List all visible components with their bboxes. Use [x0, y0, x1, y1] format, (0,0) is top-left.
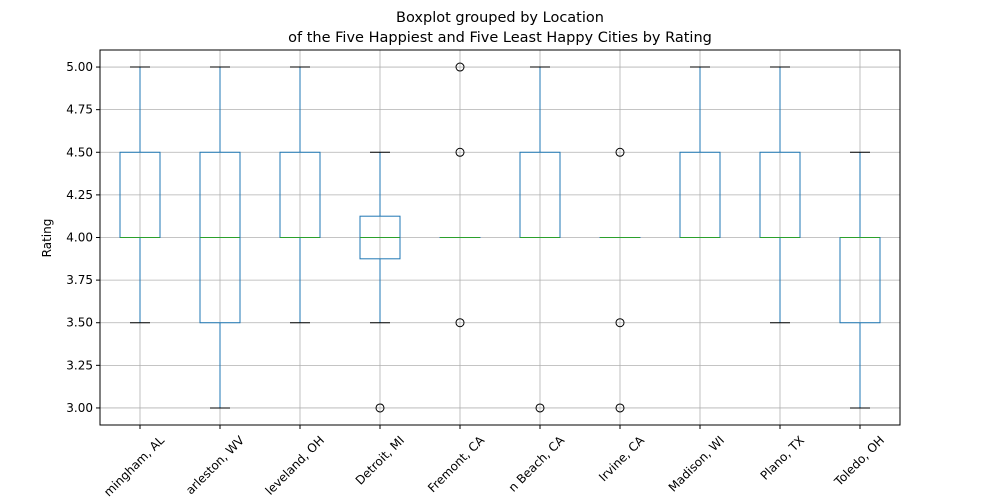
- y-tick-label: 4.00: [66, 231, 93, 245]
- y-tick-label: 3.75: [66, 273, 93, 287]
- x-tick-label: leveland, OH: [263, 433, 328, 498]
- x-tick-label: n Beach, CA: [506, 433, 568, 495]
- y-axis-label: Rating: [40, 219, 54, 258]
- y-tick-label: 4.25: [66, 188, 93, 202]
- outlier: [615, 403, 625, 413]
- chart-title: Boxplot grouped by Location: [396, 10, 604, 26]
- x-tick-label: Irvine, CA: [596, 433, 648, 485]
- x-tick-label: Plano, TX: [758, 433, 808, 483]
- plot-marks: [119, 62, 881, 413]
- outlier: [455, 318, 465, 328]
- x-tick-label: Fremont, CA: [425, 433, 488, 496]
- outlier: [615, 147, 625, 157]
- y-tick-label: 5.00: [66, 60, 93, 74]
- y-tick-label: 3.50: [66, 316, 93, 330]
- outlier: [615, 318, 625, 328]
- outlier: [375, 403, 385, 413]
- chart-subtitle: of the Five Happiest and Five Least Happ…: [288, 30, 712, 46]
- outlier: [535, 403, 545, 413]
- y-tick-label: 3.25: [66, 358, 93, 372]
- x-tick-label: mingham, AL: [101, 433, 167, 499]
- outlier: [455, 62, 465, 72]
- x-tick-label: Toledo, OH: [831, 433, 887, 489]
- x-tick-label: arleston, WV: [183, 433, 248, 498]
- y-tick-label: 4.75: [66, 103, 93, 117]
- y-tick-label: 4.50: [66, 145, 93, 159]
- outlier: [455, 147, 465, 157]
- x-tick-label: Detroit, MI: [353, 433, 407, 487]
- y-tick-label: 3.00: [66, 401, 93, 415]
- x-tick-label: Madison, WI: [666, 433, 727, 494]
